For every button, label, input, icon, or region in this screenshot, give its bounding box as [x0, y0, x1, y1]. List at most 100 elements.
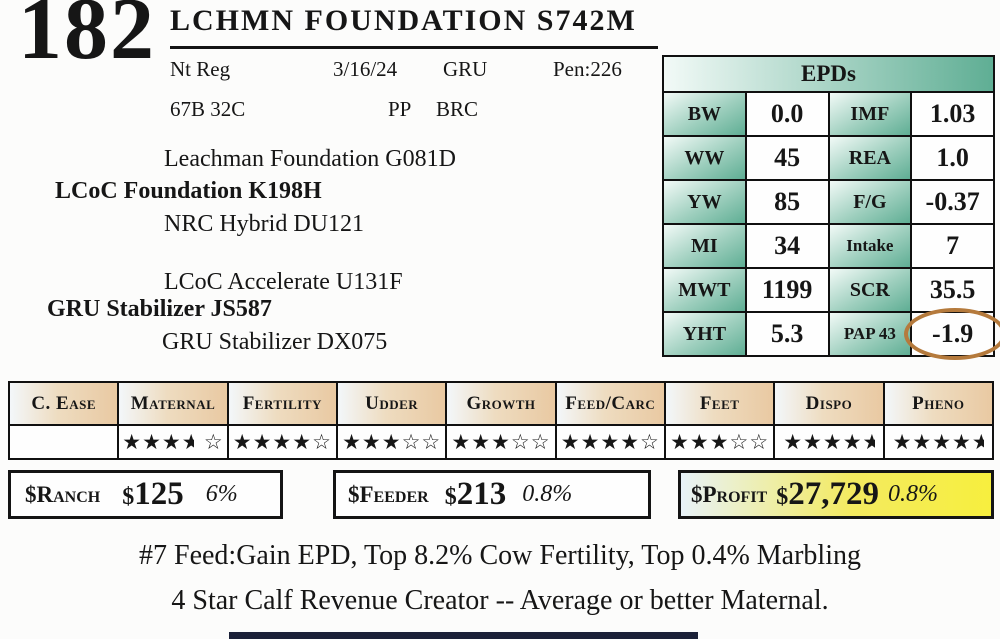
dollar-sign: $ — [122, 484, 135, 510]
star-filled-icon: ★ — [580, 429, 601, 454]
ratings-table: C. Ease Maternal Fertility Udder Growth Feed/… — [7, 381, 995, 460]
ratings-stars-cell: ★★★☆☆ — [445, 424, 557, 460]
brand-code: GRU — [443, 57, 488, 81]
ratings-stars-cell: ★★★★☆ — [554, 424, 666, 460]
footnote-line: 4 Star Calf Revenue Creator -- Average o… — [171, 585, 829, 616]
ratings-stars-cell: ★★★★☆ — [117, 424, 229, 460]
index-box-feeder: $Feeder $213 0.8% — [333, 470, 651, 519]
index-percent: 6% — [205, 481, 238, 507]
star-filled-icon: ★ — [670, 429, 690, 454]
star-empty-icon: ☆ — [729, 429, 750, 454]
star-filled-icon: ★ — [292, 429, 313, 454]
index-value: $125 — [122, 476, 184, 512]
epd-row: WW 45 REA 1.0 — [662, 135, 995, 181]
star-filled-icon: ★ — [381, 429, 402, 454]
epd-value: 1199 — [744, 267, 830, 313]
epd-value: 35.5 — [910, 267, 995, 313]
index-box-ranch: $Ranch $125 6% — [8, 470, 283, 519]
star-empty-icon: ☆ — [510, 429, 531, 454]
star-filled-icon: ★ — [471, 429, 492, 454]
star-filled-icon: ★ — [560, 429, 581, 454]
epd-label: MWT — [662, 267, 747, 313]
epd-label: SCR — [827, 267, 913, 313]
epd-value: 45 — [744, 135, 830, 181]
star-empty-icon: ☆ — [530, 429, 551, 454]
star-filled-icon: ★ — [912, 429, 933, 454]
index-percent: 0.8% — [887, 481, 938, 507]
ratings-stars-cell: ★★★☆☆ — [663, 424, 776, 460]
pedigree-dam-sire: LCoC Accelerate U131F — [164, 269, 403, 295]
birth-date: 3/16/24 — [333, 57, 398, 81]
pap-circle-annotation — [904, 308, 1000, 360]
pedigree-sire: LCoC Foundation K198H — [55, 178, 322, 204]
star-filled-icon: ★ — [232, 429, 253, 454]
ratings-stars-cell — [7, 424, 120, 460]
epd-value: 1.0 — [910, 135, 995, 181]
star-filled-icon: ★ — [952, 429, 972, 454]
epd-label: YW — [662, 179, 747, 225]
epd-value: 85 — [744, 179, 830, 225]
star-filled-icon: ★ — [142, 429, 162, 454]
index-label: $Ranch — [25, 481, 101, 507]
ratings-stars-cell: ★★★★★ — [882, 424, 995, 460]
lot-number: 182 — [18, 0, 156, 78]
star-filled-icon: ★ — [620, 429, 641, 454]
pedigree-dam-dam: GRU Stabilizer DX075 — [162, 329, 388, 355]
ratings-stars-cell: ★★★☆☆ — [335, 424, 448, 460]
index-value: $27,729 — [776, 476, 879, 512]
ratings-column-header: Udder — [335, 381, 448, 426]
star-half-icon: ★ — [181, 431, 194, 453]
star-filled-icon: ★ — [842, 429, 863, 454]
epd-row: YW 85 F/G -0.37 — [662, 179, 995, 225]
star-filled-icon: ★ — [932, 429, 953, 454]
star-filled-icon: ★ — [342, 429, 362, 454]
index-box-profit: $Profit $27,729 0.8% — [678, 470, 994, 519]
epd-value: -1.9 — [904, 308, 1000, 360]
star-filled-icon: ★ — [892, 429, 913, 454]
epd-row: MI 34 Intake 7 — [662, 223, 995, 269]
star-filled-icon: ★ — [361, 429, 382, 454]
star-filled-icon: ★ — [451, 429, 472, 454]
index-percent: 0.8% — [522, 481, 573, 507]
index-label: $Profit — [691, 481, 768, 507]
star-empty-icon: ☆ — [421, 429, 442, 454]
tattoo-code: 67B 32C — [170, 97, 246, 121]
epd-label: IMF — [827, 91, 913, 137]
star-filled-icon: ★ — [122, 429, 143, 454]
epd-label: BW — [662, 91, 747, 137]
epd-row: MWT 1199 SCR 35.5 — [662, 267, 995, 313]
star-filled-icon: ★ — [803, 429, 823, 454]
star-filled-icon: ★ — [252, 429, 273, 454]
index-label: $Feeder — [348, 481, 429, 507]
epd-row: YHT 5.3 PAP 43 -1.9 — [662, 308, 1000, 360]
star-empty-icon: ☆ — [312, 429, 332, 454]
star-filled-icon: ★ — [822, 429, 843, 454]
epd-value: 0.0 — [744, 91, 830, 137]
polled-code: PP — [388, 97, 412, 121]
star-half-icon: ★ — [971, 431, 985, 453]
star-filled-icon: ★ — [491, 429, 511, 454]
ratings-column-header: C. Ease — [7, 381, 120, 426]
epd-value: 1.03 — [910, 91, 995, 137]
ratings-column-header: Maternal — [117, 381, 229, 426]
ratings-stars-cell: ★★★★★ — [773, 424, 885, 460]
ratings-column-header: Feed/Carc — [554, 381, 666, 426]
epd-value: 5.3 — [744, 311, 830, 357]
footnote-line: #7 Feed:Gain EPD, Top 8.2% Cow Fertility… — [139, 540, 861, 571]
epd-label: WW — [662, 135, 747, 181]
ranch-code: BRC — [436, 97, 479, 121]
registration-status: Nt Reg — [170, 57, 231, 81]
lot-title: LCHMN FOUNDATION S742M — [170, 4, 637, 37]
bottom-divider-bar — [229, 632, 698, 639]
epd-table-header: EPDs — [662, 55, 995, 93]
epd-label: F/G — [827, 179, 913, 225]
star-filled-icon: ★ — [783, 429, 804, 454]
epd-value: 7 — [910, 223, 995, 269]
epd-row: BW 0.0 IMF 1.03 — [662, 91, 995, 137]
epd-label: PAP 43 — [827, 311, 913, 357]
ratings-column-header: Fertility — [226, 381, 338, 426]
index-value: $213 — [444, 476, 507, 512]
epd-label: REA — [827, 135, 913, 181]
star-empty-icon: ☆ — [401, 429, 422, 454]
